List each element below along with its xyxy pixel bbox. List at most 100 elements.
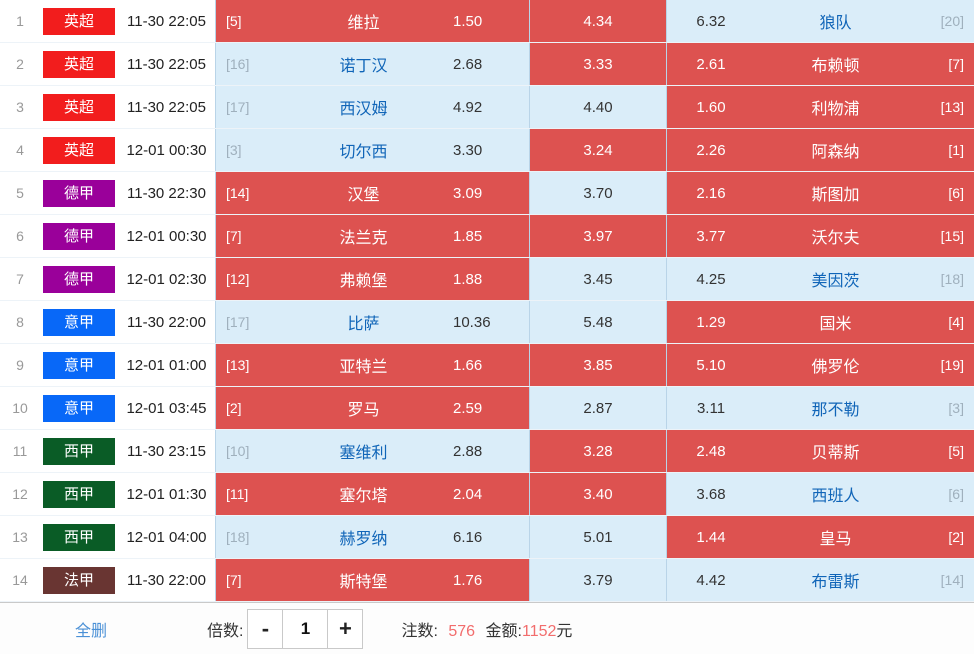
home-odds: 4.92 [453, 98, 483, 116]
draw-odds-cell[interactable]: 3.28 [529, 430, 666, 472]
home-team-name: 诺丁汉 [339, 58, 388, 75]
away-odds-cell[interactable]: 1.29 国米 [4] [666, 301, 974, 343]
draw-odds-cell[interactable]: 2.87 [529, 387, 666, 429]
home-odds-cell[interactable]: [7] 法兰克 1.85 [215, 215, 529, 257]
home-odds-cell[interactable]: [17] 比萨 10.36 [215, 301, 529, 343]
away-odds-cell[interactable]: 1.60 利物浦 [13] [666, 86, 974, 128]
home-odds: 2.04 [453, 485, 483, 503]
draw-odds-cell[interactable]: 3.33 [529, 43, 666, 85]
match-time: 11-30 22:00 [127, 313, 206, 331]
away-odds-cell[interactable]: 3.68 西班人 [6] [666, 473, 974, 515]
multiplier-label: 倍数: [207, 622, 244, 640]
home-team-name: 塞尔塔 [339, 488, 388, 505]
draw-odds-cell[interactable]: 3.79 [529, 559, 666, 601]
draw-odds-cell[interactable]: 3.70 [529, 172, 666, 214]
draw-odds-cell[interactable]: 4.40 [529, 86, 666, 128]
home-odds-cell[interactable]: [16] 诺丁汉 2.68 [215, 43, 529, 85]
home-rank: [17] [226, 314, 250, 330]
away-odds-cell[interactable]: 2.16 斯图加 [6] [666, 172, 974, 214]
home-team-name: 斯特堡 [339, 574, 388, 591]
amount-unit: 元 [556, 622, 573, 640]
draw-odds-cell[interactable]: 5.48 [529, 301, 666, 343]
match-row: 13 西甲 12-01 04:00 [18] 赫罗纳 6.16 5.01 1.4… [0, 516, 974, 559]
away-odds-cell[interactable]: 6.32 狼队 [20] [666, 0, 974, 42]
home-rank: [2] [226, 400, 242, 416]
match-table: 1 英超 11-30 22:05 [5] 维拉 1.50 4.34 6.32 狼… [0, 0, 974, 602]
home-odds-cell[interactable]: [11] 塞尔塔 2.04 [215, 473, 529, 515]
away-odds-cell[interactable]: 2.48 贝蒂斯 [5] [666, 430, 974, 472]
draw-odds: 4.40 [583, 98, 613, 116]
match-time: 12-01 01:00 [126, 356, 207, 374]
home-team-name: 西汉姆 [339, 101, 388, 118]
home-team-name: 汉堡 [347, 187, 380, 204]
home-odds-cell[interactable]: [3] 切尔西 3.30 [215, 129, 529, 171]
bet-summary: 注数: 576 金额:1152元 [401, 617, 572, 641]
match-row: 4 英超 12-01 00:30 [3] 切尔西 3.30 3.24 2.26 … [0, 129, 974, 172]
away-odds-cell[interactable]: 4.25 美因茨 [18] [666, 258, 974, 300]
home-odds: 3.30 [453, 141, 483, 159]
home-team-name: 切尔西 [339, 144, 388, 161]
home-odds-cell[interactable]: [13] 亚特兰 1.66 [215, 344, 529, 386]
match-time: 12-01 00:30 [126, 141, 207, 159]
away-odds: 3.11 [696, 399, 726, 417]
home-odds-cell[interactable]: [14] 汉堡 3.09 [215, 172, 529, 214]
away-team-name: 皇马 [819, 531, 852, 548]
row-number: 3 [16, 99, 24, 115]
away-rank: [3] [948, 400, 964, 416]
draw-odds-cell[interactable]: 3.85 [529, 344, 666, 386]
row-number: 9 [16, 357, 24, 373]
match-time: 12-01 00:30 [126, 227, 207, 245]
amount-label: 金额: [485, 622, 522, 640]
league-badge-cell: 英超 [40, 0, 118, 42]
league-badge: 西甲 [43, 523, 115, 551]
away-rank: [5] [948, 443, 964, 459]
home-team-name: 比萨 [347, 316, 380, 333]
away-odds-cell[interactable]: 3.77 沃尔夫 [15] [666, 215, 974, 257]
draw-odds-cell[interactable]: 5.01 [529, 516, 666, 558]
match-time: 11-30 22:05 [127, 98, 206, 116]
home-odds-cell[interactable]: [7] 斯特堡 1.76 [215, 559, 529, 601]
away-odds: 4.25 [696, 270, 726, 288]
home-team-name: 维拉 [347, 15, 380, 32]
away-rank: [7] [948, 56, 964, 72]
row-number: 5 [16, 185, 24, 201]
match-row: 8 意甲 11-30 22:00 [17] 比萨 10.36 5.48 1.29… [0, 301, 974, 344]
multiplier-plus-button[interactable]: + [327, 608, 364, 649]
away-team-name: 阿森纳 [811, 144, 860, 161]
away-odds: 2.61 [696, 55, 726, 73]
multiplier-minus-button[interactable]: - [247, 608, 284, 649]
away-odds-cell[interactable]: 1.44 皇马 [2] [666, 516, 974, 558]
home-odds-cell[interactable]: [2] 罗马 2.59 [215, 387, 529, 429]
home-odds-cell[interactable]: [5] 维拉 1.50 [215, 0, 529, 42]
home-odds: 3.09 [453, 184, 483, 202]
row-number: 13 [12, 529, 28, 545]
draw-odds-cell[interactable]: 3.24 [529, 129, 666, 171]
draw-odds: 5.01 [583, 528, 613, 546]
home-odds-cell[interactable]: [17] 西汉姆 4.92 [215, 86, 529, 128]
home-odds-cell[interactable]: [12] 弗赖堡 1.88 [215, 258, 529, 300]
amount-value: 1152 [521, 622, 557, 640]
draw-odds-cell[interactable]: 3.40 [529, 473, 666, 515]
multiplier-value[interactable]: 1 [283, 608, 328, 649]
home-rank: [16] [226, 56, 250, 72]
match-row: 1 英超 11-30 22:05 [5] 维拉 1.50 4.34 6.32 狼… [0, 0, 974, 43]
draw-odds-cell[interactable]: 3.45 [529, 258, 666, 300]
away-odds-cell[interactable]: 2.26 阿森纳 [1] [666, 129, 974, 171]
away-rank: [13] [940, 99, 964, 115]
away-odds-cell[interactable]: 4.42 布雷斯 [14] [666, 559, 974, 601]
away-odds-cell[interactable]: 3.11 那不勒 [3] [666, 387, 974, 429]
home-rank: [18] [226, 529, 250, 545]
draw-odds-cell[interactable]: 4.34 [529, 0, 666, 42]
home-odds-cell[interactable]: [18] 赫罗纳 6.16 [215, 516, 529, 558]
league-badge: 德甲 [43, 222, 115, 250]
home-rank: [7] [226, 572, 242, 588]
league-badge: 德甲 [43, 265, 115, 293]
draw-odds-cell[interactable]: 3.97 [529, 215, 666, 257]
away-odds-cell[interactable]: 5.10 佛罗伦 [19] [666, 344, 974, 386]
league-badge: 法甲 [43, 566, 115, 594]
delete-all-link[interactable]: 全删 [75, 622, 108, 640]
home-rank: [7] [226, 228, 242, 244]
home-odds-cell[interactable]: [10] 塞维利 2.88 [215, 430, 529, 472]
away-rank: [15] [940, 228, 964, 244]
away-odds-cell[interactable]: 2.61 布赖顿 [7] [666, 43, 974, 85]
